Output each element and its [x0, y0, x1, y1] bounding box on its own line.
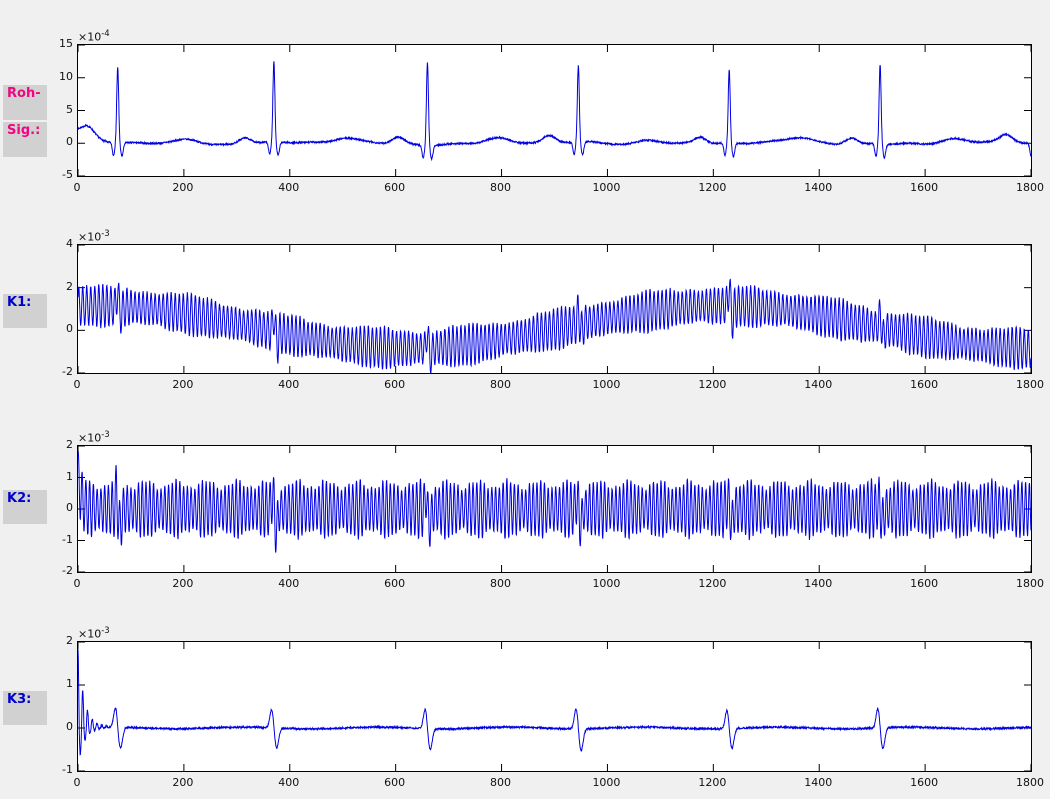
row-label-k1: K1:: [3, 294, 47, 328]
x-tick-label: 400: [278, 378, 300, 391]
exponent-power: -4: [101, 29, 110, 39]
x-tick-label: 1000: [592, 776, 621, 789]
y-tick-label: 2: [66, 279, 73, 293]
row-label-roh: Roh-: [3, 85, 47, 120]
plot-area-roh_sig: [78, 45, 1031, 176]
x-tick-label: 400: [278, 181, 300, 194]
x-tick-label: 400: [278, 577, 300, 590]
exponent-base: ×10: [78, 30, 102, 44]
x-tick-label: 1200: [698, 776, 727, 789]
y-tick-label: 2: [66, 438, 73, 451]
trace-roh_sig: [78, 61, 1031, 162]
x-tick-label: 1400: [804, 181, 833, 194]
x-tick-label: 600: [384, 181, 406, 194]
x-tick-label: 1800: [1016, 577, 1044, 590]
x-tick-label: 800: [490, 577, 512, 590]
x-tick-label: 400: [278, 776, 300, 789]
x-tick-label: 1000: [592, 577, 621, 590]
x-tick-label: 200: [172, 378, 194, 391]
y-axis-exponent-label: ×10-3: [78, 228, 110, 244]
y-tick-label: 15: [59, 37, 73, 50]
tick-marks: [78, 642, 1031, 771]
y-tick-label: 0: [66, 135, 73, 149]
x-tick-label: 0: [73, 181, 81, 194]
x-tick-label: 1800: [1016, 378, 1044, 391]
x-tick-label: 1000: [592, 378, 621, 391]
y-tick-label: -1: [62, 532, 73, 546]
x-tick-label: 1400: [804, 776, 833, 789]
x-tick-label: 0: [73, 577, 81, 590]
x-tick-label: 1600: [910, 577, 939, 590]
y-tick-label: 1: [66, 677, 73, 690]
x-tick-label: 1200: [698, 378, 727, 391]
x-tick-label: 800: [490, 776, 512, 789]
subplot-1: [77, 44, 1032, 177]
x-tick-label: 600: [384, 378, 406, 391]
x-tick-label: 1600: [910, 181, 939, 194]
y-tick-label: 0: [66, 720, 73, 733]
y-tick-label: -2: [62, 564, 73, 577]
y-axis-exponent-label: ×10-3: [78, 429, 110, 445]
y-tick-label: -1: [62, 763, 73, 776]
x-tick-label: 1400: [804, 378, 833, 391]
tick-marks: [78, 45, 1031, 176]
x-tick-label: 200: [172, 776, 194, 789]
exponent-power: -3: [101, 626, 110, 636]
y-axis-exponent-label: ×10-4: [78, 28, 110, 44]
tick-marks: [78, 446, 1031, 572]
x-tick-label: 1600: [910, 378, 939, 391]
exponent-base: ×10: [78, 627, 102, 641]
x-tick-label: 1400: [804, 577, 833, 590]
trace-k2: [78, 451, 1031, 553]
plot-area-k3: [78, 642, 1031, 771]
plot-area-k1: [78, 245, 1031, 373]
x-tick-label: 0: [73, 378, 81, 391]
exponent-base: ×10: [78, 230, 102, 244]
x-tick-label: 600: [384, 577, 406, 590]
x-tick-label: 1200: [698, 181, 727, 194]
x-tick-label: 1800: [1016, 776, 1044, 789]
x-tick-label: 1600: [910, 776, 939, 789]
x-tick-label: 200: [172, 577, 194, 590]
x-tick-label: 0: [73, 776, 81, 789]
x-tick-label: 800: [490, 181, 512, 194]
y-tick-label: 5: [66, 102, 73, 116]
exponent-power: -3: [101, 430, 110, 440]
y-tick-label: 0: [66, 501, 73, 514]
subplot-4: [77, 641, 1032, 772]
exponent-power: -3: [101, 229, 110, 239]
subplot-2: [77, 244, 1032, 374]
x-tick-label: 1800: [1016, 181, 1044, 194]
x-tick-label: 200: [172, 181, 194, 194]
exponent-base: ×10: [78, 431, 102, 445]
row-label-sig: Sig.:: [3, 122, 47, 157]
x-tick-label: 1200: [698, 577, 727, 590]
tick-marks: [78, 245, 1031, 373]
x-tick-label: 800: [490, 378, 512, 391]
y-tick-label: -5: [62, 168, 73, 181]
y-axis-exponent-label: ×10-3: [78, 625, 110, 641]
y-tick-label: 2: [66, 634, 73, 647]
row-label-k2: K2:: [3, 490, 47, 524]
y-tick-label: 0: [66, 322, 73, 336]
y-tick-label: 1: [66, 469, 73, 483]
y-tick-label: 10: [59, 69, 73, 83]
subplot-3: [77, 445, 1032, 573]
trace-k3: [78, 649, 1031, 756]
trace-k1: [78, 278, 1031, 373]
plot-area-k2: [78, 446, 1031, 572]
row-label-k3: K3:: [3, 691, 47, 725]
y-tick-label: -2: [62, 365, 73, 378]
y-tick-label: 4: [66, 237, 73, 250]
x-tick-label: 600: [384, 776, 406, 789]
x-tick-label: 1000: [592, 181, 621, 194]
